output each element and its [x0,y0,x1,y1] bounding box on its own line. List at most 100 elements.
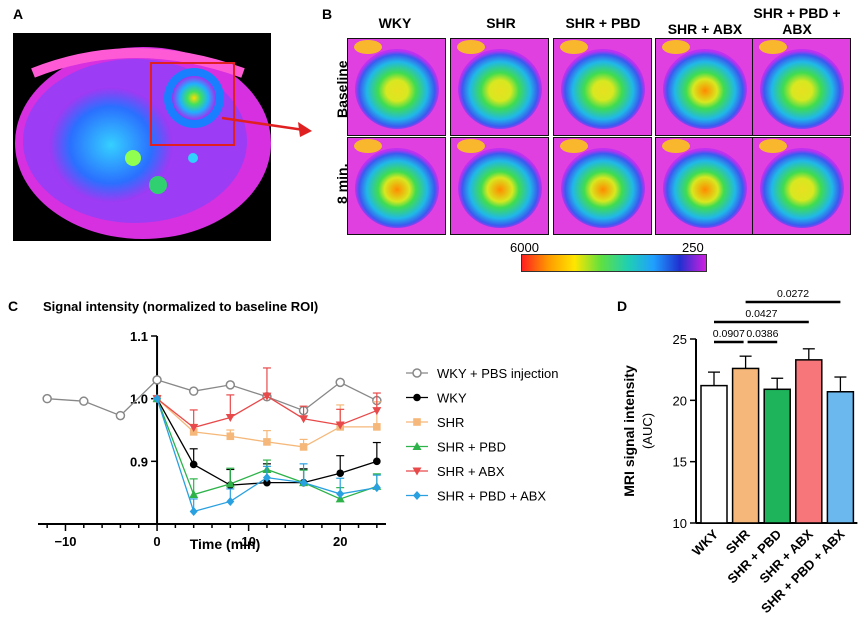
data-point-pbdabx [226,496,235,506]
data-point-shr [299,443,308,451]
series-line-pbdabx [156,398,377,513]
data-point-abx [372,407,382,416]
data-point-pbs [115,410,126,421]
significance-label: 0.0272 [777,288,809,300]
chart-d-y-tick-label: 25 [673,332,687,347]
significance-label: 0.0386 [746,328,778,340]
legend-item-pbd: SHR + PBD [406,440,506,455]
legend-marker-abx [412,467,422,476]
bar-category-label: WKY [689,526,721,558]
significance-label: 0.0427 [745,308,777,320]
chart-d-ylabel: MRI signal intensity [621,365,637,497]
legend-marker-pbs [412,368,422,378]
legend-label: SHR [437,415,464,430]
data-point-shr [373,423,381,431]
bar-2 [763,388,791,524]
significance-label: 0.0907 [713,328,745,340]
data-point-wky [263,478,271,487]
legend-item-pbdabx: SHR + PBD + ABX [406,489,546,504]
column-header-shr: SHR [486,15,516,31]
chart-c-title: Signal intensity (normalized to baseline… [43,299,319,314]
data-point-pbs [79,396,89,406]
mri-image-r0-c3 [655,38,754,136]
mri-image-r1-c1 [450,137,549,235]
chart-c-xlabel: Time (min) [189,536,261,552]
chart-c-x-tick-label: 10 [241,534,255,549]
data-point-shr [226,432,235,441]
chart-d-y-tick-label: 10 [673,516,687,531]
panel-label-a: A [13,6,24,22]
chart-c-y-tick-label: 1.1 [130,329,148,344]
signal-intensity-line-chart: −10 0 10 20 0.9 1.0 1.1 WKY + PBS injection WKY S… [38,329,559,549]
chart-c-x-tick-label: −10 [54,534,76,549]
data-point-pbdabx [262,473,271,483]
legend-marker-shr [413,418,421,426]
column-header-wky: WKY [378,15,412,31]
data-point-abx [335,421,345,430]
panel-label-c: C [8,298,19,314]
legend-item-wky: WKY [406,391,467,406]
colorbar-min-label: 250 [682,240,704,255]
bar-0 [700,384,728,524]
data-point-pbs [225,380,236,390]
data-point-pbdabx [336,489,345,499]
bar-1 [731,367,760,524]
legend-label: WKY [437,391,467,406]
data-point-wky [336,469,345,478]
column-header-shr-abx: SHR + ABX [667,21,743,37]
mri-image-r1-c4 [752,137,851,235]
chart-c-x-tick-label: 20 [333,534,347,549]
mri-image-r1-c3 [655,137,754,235]
chart-c-y-tick-label: 0.9 [130,454,148,469]
legend-label: SHR + PBD + ABX [437,489,546,504]
mri-image-r0-c4 [752,38,851,136]
legend-marker-pbdabx [413,491,421,500]
mri-image-r0-c2 [553,38,652,136]
data-point-pbs [188,386,199,396]
data-point-pbs [42,393,52,404]
panel-label-b: B [322,6,333,22]
data-point-abx [299,415,309,424]
mri-overview-image [13,33,271,241]
data-point-wky [373,457,381,466]
data-point-pbdabx [153,394,162,404]
colorbar [521,254,707,272]
legend-item-pbs: WKY + PBS injection [406,366,559,381]
colorbar-max-label: 6000 [510,240,539,255]
mri-image-r1-c2 [553,137,652,235]
data-point-pbs [335,377,345,388]
data-point-abx [189,423,199,432]
data-point-pbd [225,479,235,488]
mri-image-r1-c0 [347,137,446,235]
legend-label: WKY + PBS injection [437,366,559,381]
legend-label: SHR + PBD [437,440,506,455]
mri-image-r0-c0 [347,38,446,136]
data-point-wky [189,460,198,469]
data-point-pbdabx [299,478,308,488]
mri-image-r0-c1 [450,38,549,136]
chart-c-x-tick-label: 0 [153,534,160,549]
chart-d-y-tick-label: 15 [673,455,687,470]
data-point-pbd [189,490,199,499]
bar-4 [826,390,855,524]
bar-3 [795,359,823,524]
series-pbdabx [153,394,381,516]
data-point-abx [225,413,235,422]
legend-marker-pbd [412,442,422,450]
legend-marker-wky [413,393,421,402]
data-point-shr [263,438,271,446]
series-line-pbs [47,379,378,417]
column-header-shr-pbd-abx: SHR + PBD + ABX [753,5,841,37]
series-pbs [42,375,382,421]
legend-label: SHR + ABX [437,464,505,479]
column-header-shr-pbd: SHR + PBD [565,15,641,31]
legend-item-shr: SHR [406,415,464,430]
data-point-pbs [152,375,162,385]
series-abx [152,367,382,432]
data-point-pbdabx [372,483,381,493]
chart-d-ylabel-unit: (AUC) [640,413,655,449]
chart-d-y-tick-label: 20 [673,393,687,408]
chart-c-y-tick-label: 1.0 [130,392,148,407]
panel-label-d: D [617,298,628,314]
